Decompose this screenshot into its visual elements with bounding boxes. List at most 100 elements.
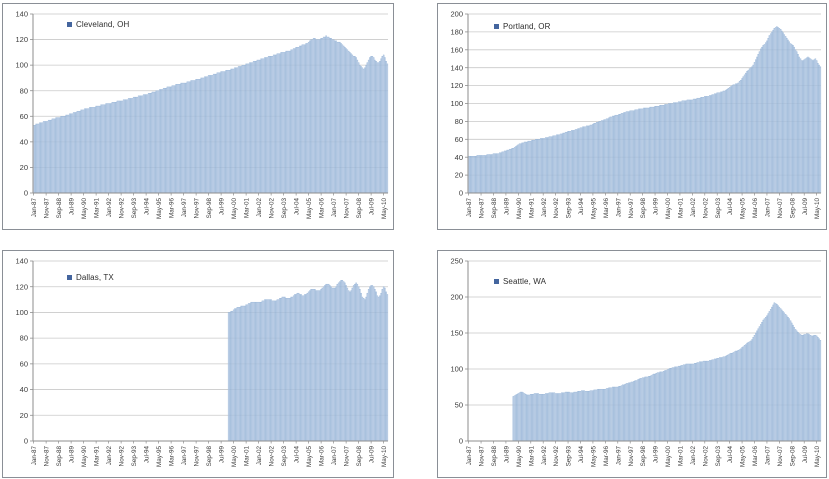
chart-panel-seattle: Seattle, WA 0 50 100 150 200 250 Jan-87 Nov-87 S… bbox=[437, 250, 827, 478]
svg-text:Sep-03: Sep-03 bbox=[281, 198, 288, 219]
svg-text:May-10: May-10 bbox=[814, 446, 821, 467]
svg-text:Jul-99: Jul-99 bbox=[219, 446, 226, 464]
svg-text:Jan-87: Jan-87 bbox=[31, 198, 38, 218]
svg-text:Sep-98: Sep-98 bbox=[640, 446, 647, 467]
svg-text:140: 140 bbox=[15, 257, 28, 266]
svg-text:May-00: May-00 bbox=[665, 198, 672, 219]
svg-text:Jul-04: Jul-04 bbox=[294, 446, 301, 464]
svg-text:60: 60 bbox=[455, 135, 463, 144]
svg-text:Mar-96: Mar-96 bbox=[603, 446, 610, 466]
svg-text:Jul-09: Jul-09 bbox=[802, 198, 809, 216]
svg-text:Mar-01: Mar-01 bbox=[244, 446, 251, 466]
svg-text:Jul-94: Jul-94 bbox=[578, 446, 585, 464]
svg-text:0: 0 bbox=[24, 189, 28, 198]
svg-text:Mar-01: Mar-01 bbox=[678, 446, 685, 466]
seattle-bar-chart: 0 50 100 150 200 250 Jan-87 Nov-87 Sep-88 Jul-89 M… bbox=[450, 257, 821, 467]
svg-text:180: 180 bbox=[450, 28, 463, 37]
svg-text:Nov-92: Nov-92 bbox=[553, 198, 560, 219]
svg-text:Nov-07: Nov-07 bbox=[344, 446, 351, 467]
svg-text:Jul-89: Jul-89 bbox=[504, 198, 511, 216]
svg-text:May-00: May-00 bbox=[231, 446, 238, 467]
svg-text:May-95: May-95 bbox=[591, 446, 598, 467]
svg-text:Sep-88: Sep-88 bbox=[491, 198, 498, 219]
svg-text:Sep-03: Sep-03 bbox=[715, 198, 722, 219]
svg-text:Jul-09: Jul-09 bbox=[802, 446, 809, 464]
svg-text:Nov-02: Nov-02 bbox=[702, 446, 709, 467]
legend-label: Seattle, WA bbox=[503, 277, 547, 286]
svg-text:40: 40 bbox=[455, 153, 463, 162]
svg-text:Jul-94: Jul-94 bbox=[144, 446, 151, 464]
svg-text:Sep-98: Sep-98 bbox=[206, 446, 213, 467]
svg-text:Nov-07: Nov-07 bbox=[777, 446, 784, 467]
svg-text:Jul-94: Jul-94 bbox=[144, 198, 151, 216]
svg-text:50: 50 bbox=[455, 401, 463, 410]
svg-text:Jan-07: Jan-07 bbox=[765, 446, 772, 466]
svg-text:Sep-03: Sep-03 bbox=[715, 446, 722, 467]
svg-text:Sep-98: Sep-98 bbox=[206, 198, 213, 219]
svg-text:Mar-06: Mar-06 bbox=[319, 198, 326, 218]
svg-text:May-05: May-05 bbox=[306, 446, 313, 467]
svg-text:Jan-97: Jan-97 bbox=[181, 446, 188, 466]
svg-text:Sep-03: Sep-03 bbox=[281, 446, 288, 467]
chart-panel-dallas: Dallas, TX 0 20 40 60 80 100 120 140 Jan-87 Nov-8… bbox=[2, 250, 394, 478]
svg-text:0: 0 bbox=[24, 437, 28, 446]
svg-text:May-00: May-00 bbox=[665, 446, 672, 467]
svg-text:Jan-07: Jan-07 bbox=[331, 446, 338, 466]
svg-text:Nov-07: Nov-07 bbox=[344, 198, 351, 219]
svg-text:20: 20 bbox=[20, 411, 28, 420]
svg-text:May-10: May-10 bbox=[814, 198, 821, 219]
legend-label: Portland, OR bbox=[503, 22, 551, 31]
legend-seattle: Seattle, WA bbox=[494, 277, 546, 286]
svg-text:Mar-91: Mar-91 bbox=[528, 198, 535, 218]
svg-text:Jul-09: Jul-09 bbox=[369, 198, 376, 216]
svg-text:Sep-93: Sep-93 bbox=[566, 446, 573, 467]
svg-text:Jan-97: Jan-97 bbox=[615, 198, 622, 218]
svg-text:Jul-04: Jul-04 bbox=[294, 198, 301, 216]
svg-text:80: 80 bbox=[20, 334, 28, 343]
svg-text:0: 0 bbox=[459, 437, 463, 446]
svg-text:60: 60 bbox=[20, 359, 28, 368]
svg-text:Jan-97: Jan-97 bbox=[181, 198, 188, 218]
cleveland-bar-chart: 0 20 40 60 80 100 120 140 Jan-87 Nov-87 Sep-88 Jul-… bbox=[15, 10, 388, 219]
svg-text:Jan-92: Jan-92 bbox=[541, 446, 548, 466]
legend-marker-icon bbox=[494, 24, 499, 29]
svg-text:0: 0 bbox=[459, 189, 463, 198]
portland-bar-chart: 0 20 40 60 80 100 120 140 160 180 200 Jan-87 Nov-87 S… bbox=[450, 10, 821, 219]
svg-text:Nov-87: Nov-87 bbox=[44, 446, 51, 467]
svg-text:Jan-92: Jan-92 bbox=[541, 198, 548, 218]
svg-text:Jan-87: Jan-87 bbox=[31, 446, 38, 466]
svg-text:May-95: May-95 bbox=[591, 198, 598, 219]
svg-text:Nov-87: Nov-87 bbox=[479, 446, 486, 467]
svg-text:100: 100 bbox=[15, 308, 28, 317]
svg-text:May-05: May-05 bbox=[740, 446, 747, 467]
svg-text:Nov-97: Nov-97 bbox=[628, 446, 635, 467]
svg-text:Nov-97: Nov-97 bbox=[194, 198, 201, 219]
svg-text:Jul-89: Jul-89 bbox=[504, 446, 511, 464]
svg-text:May-90: May-90 bbox=[516, 198, 523, 219]
svg-text:Nov-92: Nov-92 bbox=[553, 446, 560, 467]
svg-text:Sep-93: Sep-93 bbox=[566, 198, 573, 219]
svg-text:Nov-92: Nov-92 bbox=[119, 198, 126, 219]
svg-text:Jan-02: Jan-02 bbox=[690, 446, 697, 466]
svg-text:Jul-99: Jul-99 bbox=[653, 446, 660, 464]
svg-text:Nov-02: Nov-02 bbox=[269, 446, 276, 467]
svg-text:Jan-97: Jan-97 bbox=[615, 446, 622, 466]
svg-text:May-05: May-05 bbox=[740, 198, 747, 219]
svg-text:Sep-88: Sep-88 bbox=[56, 446, 63, 467]
legend-label: Dallas, TX bbox=[76, 273, 114, 282]
svg-text:Sep-93: Sep-93 bbox=[131, 198, 138, 219]
legend-dallas: Dallas, TX bbox=[67, 273, 114, 282]
svg-text:150: 150 bbox=[450, 329, 463, 338]
svg-text:Mar-01: Mar-01 bbox=[244, 198, 251, 218]
chart-panel-portland: Portland, OR 0 20 40 60 80 100 120 140 160 180 200… bbox=[437, 3, 827, 230]
svg-text:Sep-08: Sep-08 bbox=[356, 198, 363, 219]
svg-text:Nov-02: Nov-02 bbox=[269, 198, 276, 219]
svg-text:Jan-02: Jan-02 bbox=[256, 446, 263, 466]
svg-text:20: 20 bbox=[455, 171, 463, 180]
legend-label: Cleveland, OH bbox=[76, 20, 130, 29]
svg-text:Nov-97: Nov-97 bbox=[628, 198, 635, 219]
svg-text:120: 120 bbox=[450, 81, 463, 90]
svg-text:May-10: May-10 bbox=[381, 198, 388, 219]
svg-text:Sep-08: Sep-08 bbox=[356, 446, 363, 467]
svg-text:40: 40 bbox=[20, 137, 28, 146]
